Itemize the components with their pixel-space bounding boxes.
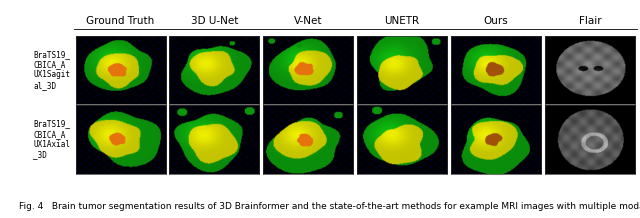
Text: Flair: Flair	[579, 16, 601, 26]
Text: Fig. 4   Brain tumor segmentation results of 3D Brainformer and the state-of-the: Fig. 4 Brain tumor segmentation results …	[19, 203, 640, 211]
Text: BraTS19_
CBICA_A
UX1Sagit
al_3D: BraTS19_ CBICA_A UX1Sagit al_3D	[33, 50, 70, 90]
Text: Ours: Ours	[484, 16, 508, 26]
Text: V-Net: V-Net	[294, 16, 323, 26]
Text: BraTS19_
CBICA_A
UX1Axial
_3D: BraTS19_ CBICA_A UX1Axial _3D	[33, 119, 70, 160]
Text: Ground Truth: Ground Truth	[86, 16, 155, 26]
Text: UNETR: UNETR	[385, 16, 420, 26]
Text: 3D U-Net: 3D U-Net	[191, 16, 238, 26]
